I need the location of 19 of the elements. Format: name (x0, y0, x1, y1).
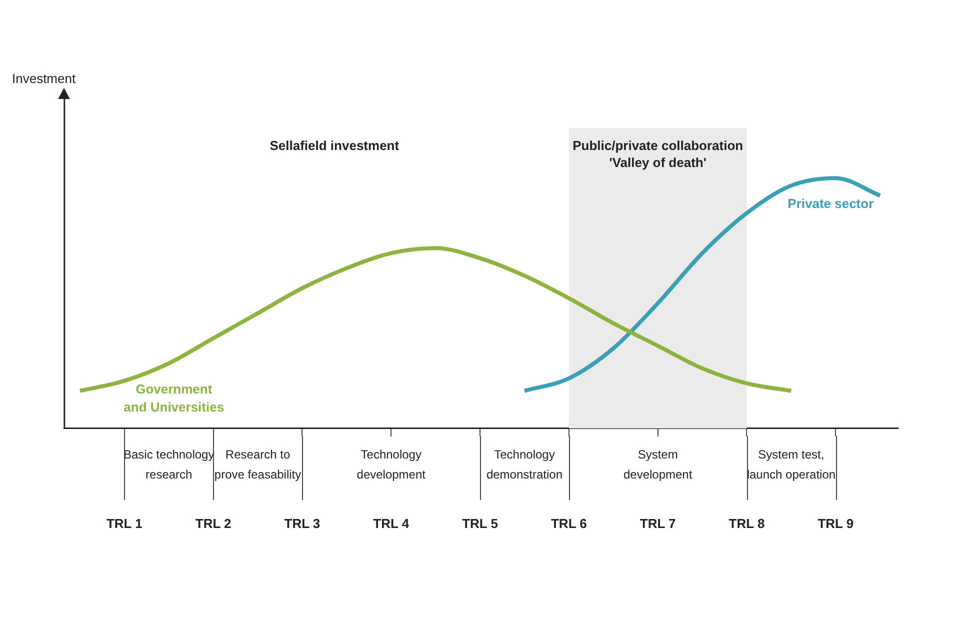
text: Technology development (356, 447, 426, 482)
text: Technology demonstration (486, 447, 562, 482)
x-tick-label: TRL 2 (195, 516, 232, 531)
text: Sellafield investment (270, 138, 400, 153)
text: Investment (12, 71, 76, 86)
series-label: Private sector (788, 196, 874, 212)
x-tick-label: TRL 9 (818, 516, 854, 531)
x-tick-label: TRL 6 (550, 516, 587, 531)
x-tick-label: TRL 8 (728, 516, 765, 531)
text: System test, launch operation (746, 447, 836, 482)
band-label: Public/private collaboration 'Valley of death' (572, 138, 744, 170)
x-tick-label: TRL 4 (373, 516, 410, 531)
x-tick-label: TRL 5 (462, 516, 498, 531)
series-label: Government and Universities (124, 381, 224, 414)
x-tick-label: TRL 3 (284, 516, 320, 531)
x-tick-label: TRL 1 (106, 516, 142, 531)
x-tick-label: TRL 7 (640, 516, 676, 531)
text: Research to prove feasability (214, 447, 302, 482)
text: System development (623, 447, 693, 482)
